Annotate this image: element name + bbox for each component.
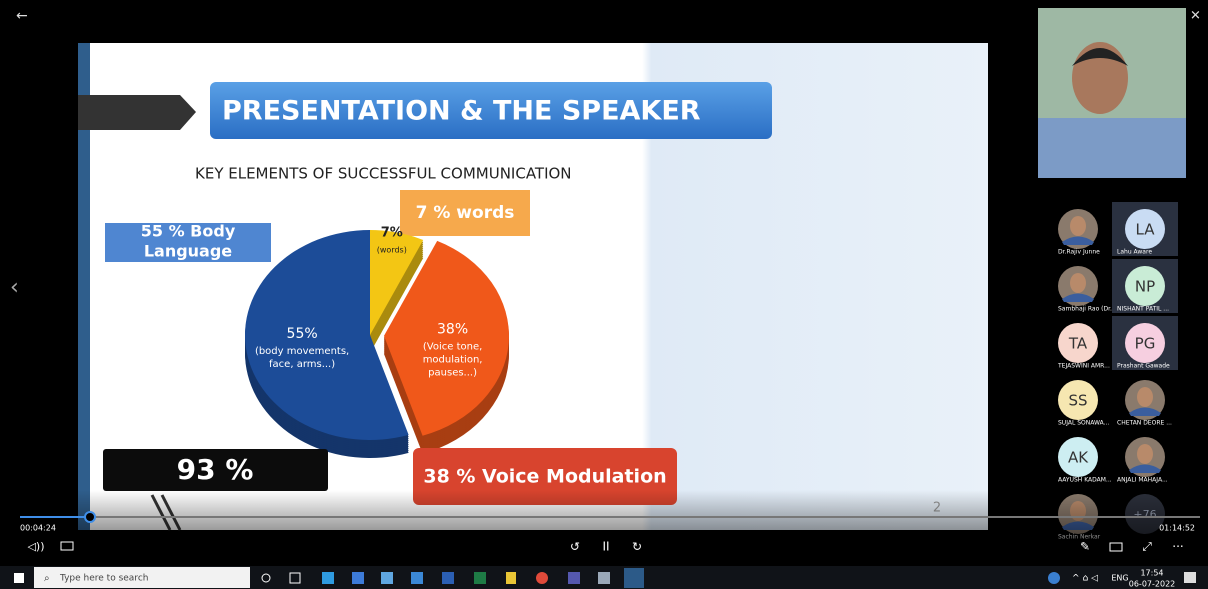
pie-note: face, arms...) [269, 359, 335, 370]
participant-initials: LA [1136, 221, 1156, 239]
tray-language[interactable]: ENG [1111, 574, 1128, 583]
remaining-time: 01:14:52 [1159, 524, 1195, 533]
participant-photo-face [1137, 387, 1153, 407]
pause-button[interactable]: II [602, 540, 609, 554]
body-callout-line: 55 % Body [141, 222, 236, 241]
pie-note: (Voice tone, [423, 342, 482, 353]
voice-callout: 38 % Voice Modulation [423, 466, 666, 488]
forward-button[interactable]: ↻ [632, 540, 642, 554]
participant-photo-face [1137, 444, 1153, 464]
participant-initials: AK [1068, 449, 1089, 467]
app-excel[interactable] [474, 572, 486, 584]
prev-arrow[interactable]: ‹ [10, 275, 19, 300]
participant-tile[interactable]: SS SUJAL SONAWA... [1045, 373, 1111, 427]
app-mail[interactable] [411, 572, 423, 584]
participant-initials: NP [1135, 278, 1155, 296]
participant-name: Sambhaji Rao (Dr.) [1058, 306, 1114, 313]
total-callout: 93 % [177, 453, 254, 486]
participant-grid: Dr.Rajiv Junne LA Lahu Aware Sambhaji Rao (… [1045, 202, 1178, 541]
pie-label: 38% [437, 322, 468, 338]
taskbar: ⌕ Type here to search ^ ⌂ ◁ ENG 17:54 06… [0, 566, 1208, 589]
pie-note: modulation, [423, 355, 483, 366]
participant-name: SUJAL SONAWA... [1058, 420, 1109, 427]
participant-name: Prashant Gawade [1117, 363, 1170, 370]
more-button[interactable]: ··· [1172, 540, 1183, 554]
pie-note: (body movements, [255, 346, 349, 357]
pie-label: 55% [287, 326, 318, 342]
start-button[interactable] [14, 573, 24, 583]
participant-name: Dr.Rajiv Junne [1058, 249, 1100, 256]
tray-icons[interactable]: ^ ⌂ ◁ [1072, 574, 1098, 584]
app-files[interactable] [352, 572, 364, 584]
participant-name: NISHANT PATIL ... [1117, 306, 1169, 313]
pie-note: (words) [377, 246, 407, 255]
slide: PRESENTATION & THE SPEAKER KEY ELEMENTS … [78, 43, 988, 530]
app-edge[interactable] [322, 572, 334, 584]
tray-date[interactable]: 06-07-2022 [1129, 580, 1176, 589]
participant-photo-face [1070, 216, 1086, 236]
app-teams[interactable] [568, 572, 580, 584]
participant-name: TEJASWINI AMR... [1057, 363, 1110, 370]
participant-tile[interactable]: ANJALI MAHAJA... [1117, 437, 1168, 484]
participant-tile[interactable]: TA TEJASWINI AMR... [1045, 316, 1111, 370]
participant-name: CHETAN DEORE ... [1117, 420, 1172, 427]
screen: ← – ✕ ‹ PRESENTATION & THE SPEAKER KEY E… [0, 0, 1208, 589]
app-player[interactable] [624, 568, 644, 588]
search-placeholder[interactable]: Type here to search [59, 574, 148, 584]
pie-label: 7% [381, 226, 403, 241]
back-button[interactable]: ← [16, 8, 28, 24]
participant-tile[interactable]: NP NISHANT PATIL ... [1112, 259, 1178, 313]
video-shirt [1038, 118, 1186, 178]
participant-tile[interactable]: LA Lahu Aware [1112, 202, 1178, 256]
participant-initials: SS [1068, 392, 1087, 410]
participant-name: AAYUSH KADAM... [1058, 477, 1112, 484]
close-button[interactable]: ✕ [1190, 9, 1201, 24]
words-callout: 7 % words [416, 203, 515, 223]
participant-tile[interactable]: PG Prashant Gawade [1112, 316, 1178, 370]
app-store[interactable] [381, 572, 393, 584]
tray-weather[interactable] [1048, 572, 1060, 584]
page: { "slide": { "title": "PRESENTATION & TH… [0, 0, 1208, 589]
app-winamp[interactable] [506, 572, 516, 584]
draw-button[interactable]: ✎ [1080, 540, 1090, 554]
participant-initials: TA [1068, 335, 1088, 353]
volume-button[interactable]: ◁)) [27, 540, 44, 553]
progress-thumb[interactable] [85, 512, 95, 522]
notifications-button[interactable] [1184, 572, 1196, 583]
search-icon: ⌕ [44, 573, 50, 584]
participant-tile[interactable]: AK AAYUSH KADAM... [1045, 430, 1112, 484]
participant-tile[interactable]: CHETAN DEORE ... [1117, 380, 1172, 427]
tray-time[interactable]: 17:54 [1140, 569, 1163, 578]
fullscreen-button[interactable]: ⤢ [1141, 540, 1152, 554]
participant-name: Lahu Aware [1117, 249, 1152, 256]
app-notes[interactable] [598, 572, 610, 584]
slide-arrow [78, 95, 196, 130]
pie-note: pauses...) [428, 368, 477, 379]
slide-subtitle: KEY ELEMENTS OF SUCCESSFUL COMMUNICATION [195, 165, 572, 183]
rewind-button[interactable]: ↺ [570, 540, 580, 554]
app-chrome[interactable] [536, 572, 548, 584]
control-fade [0, 490, 1208, 566]
app-word[interactable] [442, 572, 454, 584]
participant-name: ANJALI MAHAJA... [1117, 477, 1168, 484]
elapsed-time: 00:04:24 [20, 524, 56, 533]
slide-title: PRESENTATION & THE SPEAKER [222, 96, 701, 127]
speaker-video [1038, 8, 1186, 178]
participant-photo-face [1070, 273, 1086, 293]
participant-initials: PG [1135, 335, 1156, 353]
participant-tile[interactable]: Sambhaji Rao (Dr.) [1058, 266, 1114, 313]
participant-tile[interactable]: Dr.Rajiv Junne [1058, 209, 1100, 256]
body-callout-line: Language [144, 242, 232, 261]
